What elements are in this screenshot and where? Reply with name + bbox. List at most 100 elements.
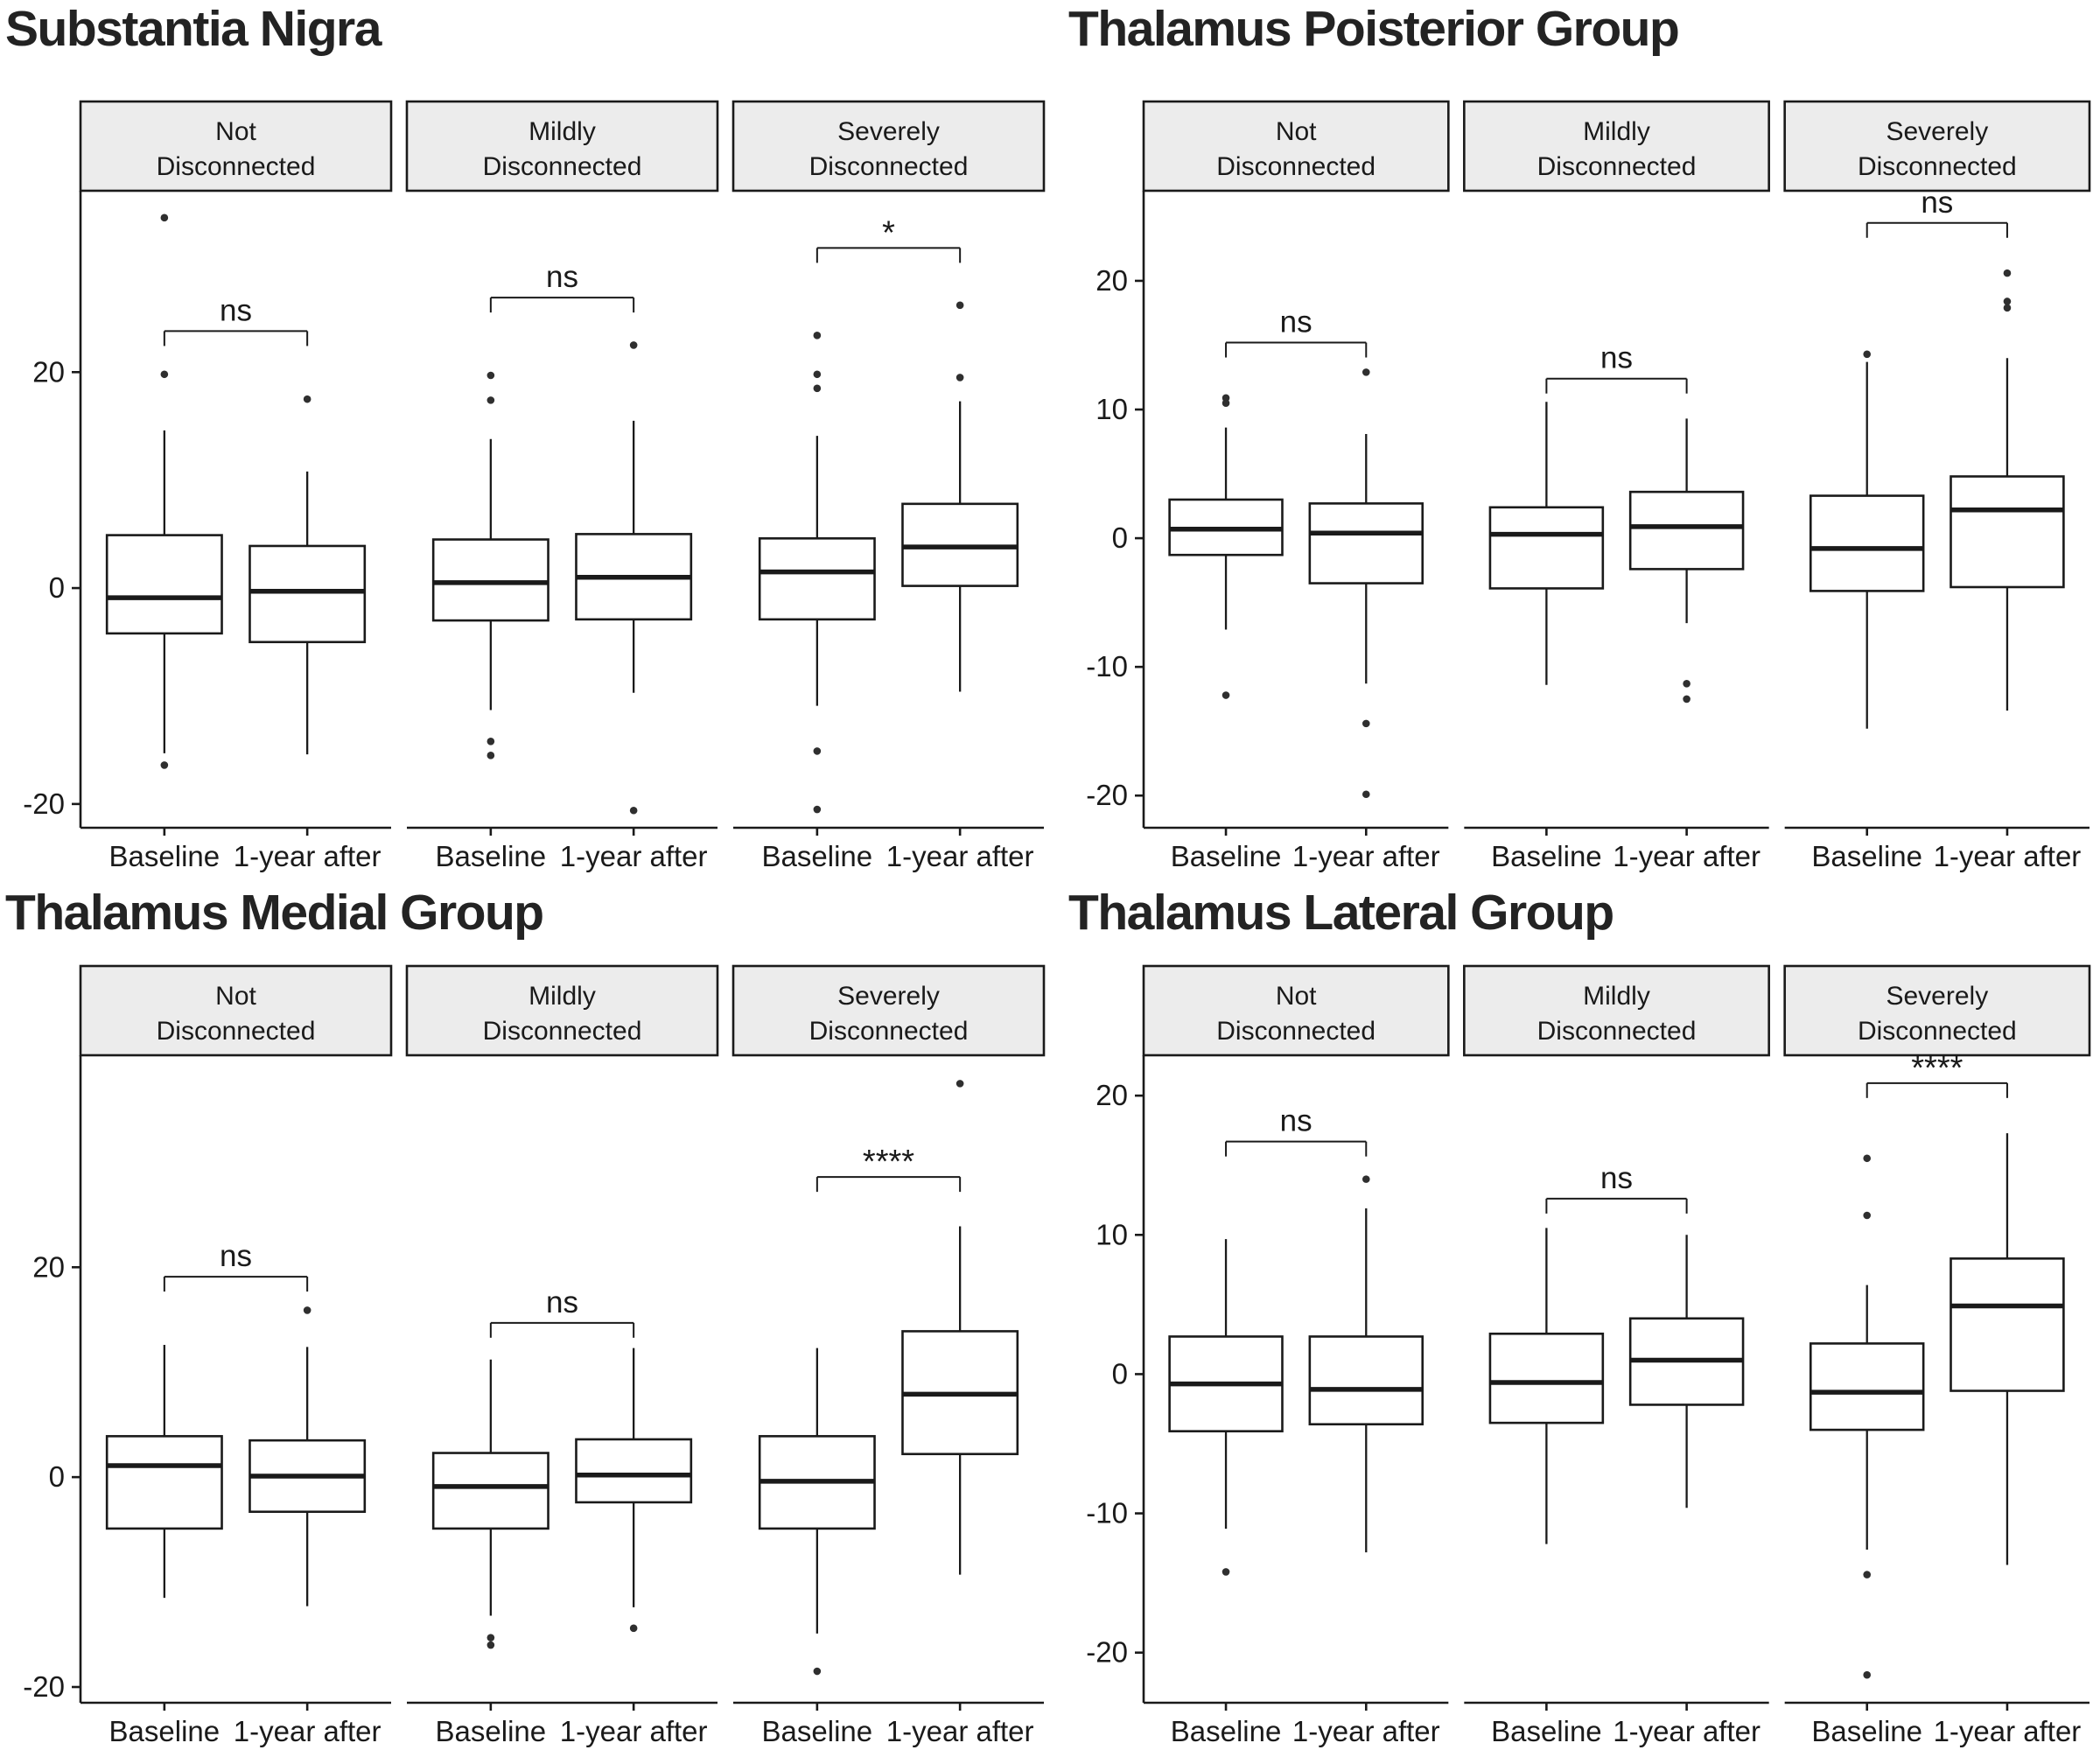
page-title: Substantia Nigra (5, 1, 382, 57)
outlier-point (1362, 790, 1370, 799)
y-tick-label: -20 (23, 1670, 65, 1703)
facet-strip (405, 964, 719, 1057)
significance-bracket: ns (1866, 186, 2008, 238)
boxplot-box (1488, 506, 1605, 590)
boxplot-box (1308, 1335, 1424, 1426)
outlier-point (486, 1634, 495, 1642)
boxplot-box (575, 1438, 693, 1504)
outlier-point (956, 1080, 964, 1088)
significance-label: ns (1600, 1161, 1633, 1195)
panel-substantia-nigra: Substantia Nigra 20 0 -20 Not Disconnected Ba… (0, 0, 1054, 884)
x-category-label: Baseline (1811, 840, 1922, 872)
y-tick-label: -10 (1086, 650, 1128, 682)
x-category-label: Baseline (1171, 1715, 1282, 1747)
facet-strip-label: Mildly (528, 982, 596, 1011)
facet-strip-label: Disconnected (1537, 152, 1697, 181)
outlier-point (1863, 350, 1872, 359)
page-title: Thalamus Lateral Group (1068, 885, 1614, 941)
facet-strip-label: Severely (1886, 117, 1988, 146)
facet-strip (1463, 100, 1770, 192)
outlier-point (2003, 298, 2012, 305)
y-tick-label: 0 (49, 1460, 65, 1493)
boxplot-box (1809, 1342, 1925, 1432)
outlier-point (629, 1624, 638, 1633)
facet-strip-label: Severely (1886, 982, 1988, 1011)
significance-bracket: ns (1545, 341, 1688, 394)
facet-strip-label: Mildly (528, 117, 596, 146)
x-category-label: 1-year after (1292, 1715, 1440, 1747)
x-category-label: Baseline (762, 840, 873, 872)
facet-strip-label: Disconnected (483, 152, 642, 181)
facet-strip (1142, 100, 1450, 192)
significance-label: ns (546, 260, 578, 294)
boxplot-box (1628, 490, 1745, 570)
outlier-point (956, 374, 964, 382)
facet-strip-label: Disconnected (809, 1017, 969, 1046)
x-category-label: Baseline (1491, 1715, 1602, 1747)
boxplot-box (248, 544, 367, 644)
significance-bracket: * (816, 214, 962, 263)
facet-strip-label: Disconnected (1858, 152, 2017, 181)
x-category-label: 1-year after (234, 1715, 382, 1747)
significance-bracket: ns (1545, 1161, 1688, 1214)
boxplot-box (1950, 1257, 2065, 1392)
outlier-point (1362, 368, 1370, 376)
facet-strip (79, 964, 393, 1057)
outlier-point (303, 395, 312, 403)
x-category-label: Baseline (1811, 1715, 1922, 1747)
facet-strip (1142, 964, 1450, 1057)
facet-strip-label: Mildly (1583, 117, 1650, 146)
significance-label: ns (546, 1285, 578, 1320)
facet-strip (732, 100, 1046, 192)
boxplot-box (1950, 475, 2065, 589)
significance-label: ns (1600, 341, 1633, 375)
y-tick-label: -20 (1086, 779, 1128, 811)
significance-label: ns (1280, 305, 1312, 340)
outlier-point (486, 371, 495, 380)
facet-strip-label: Disconnected (809, 152, 969, 181)
x-category-label: Baseline (436, 840, 547, 872)
outlier-point (813, 370, 822, 379)
x-category-label: Baseline (762, 1715, 873, 1747)
panel-thalamus-lateral: Thalamus Lateral Group 20 10 0 -10 -20 Not Dis… (1063, 884, 2100, 1750)
facet-strip-label: Disconnected (157, 1017, 316, 1046)
outlier-point (2003, 304, 2012, 312)
outlier-point (303, 1306, 312, 1314)
outlier-point (1863, 1211, 1872, 1220)
x-category-label: Baseline (1491, 840, 1602, 872)
outlier-point (1863, 1571, 1872, 1578)
significance-label: * (882, 214, 895, 251)
thalamus-medial-boxplot-svg: 20 0 -20 Not Disconnected Baseline 1-year afte… (23, 964, 1046, 1747)
thalamus-lateral-boxplot-svg: 20 10 0 -10 -20 Not Disconnected Baseline 1-year… (1086, 964, 2091, 1747)
x-category-label: Baseline (109, 840, 220, 872)
panel-thalamus-medial: Thalamus Medial Group 20 0 -20 Not Disconnec… (0, 884, 1054, 1750)
facet-strip-label: Severely (837, 117, 940, 146)
outlier-point (1863, 1670, 1872, 1679)
facet-strip (79, 100, 393, 192)
outlier-point (1683, 695, 1690, 704)
boxplot-box (1809, 494, 1925, 592)
facet-strip (1783, 964, 2091, 1057)
facet-strip-label: Disconnected (157, 152, 316, 181)
x-category-label: 1-year after (1613, 1715, 1760, 1747)
significance-bracket: **** (816, 1144, 962, 1193)
x-category-label: 1-year after (234, 840, 382, 872)
outlier-point (486, 752, 495, 760)
facet-strip-label: Not (215, 117, 256, 146)
x-category-label: Baseline (1171, 840, 1282, 872)
facet-strip (1463, 964, 1770, 1057)
outlier-point (486, 396, 495, 404)
significance-label: **** (863, 1144, 914, 1180)
significance-bracket: ns (163, 1239, 309, 1292)
significance-bracket: ns (1225, 305, 1368, 358)
panel-thalamus-posterior: Thalamus Poisterior Group 20 10 0 -10 -20 Not… (1063, 0, 2100, 884)
x-category-label: 1-year after (886, 1715, 1034, 1747)
facet-strip-label: Mildly (1583, 982, 1650, 1011)
facet-strip-label: Disconnected (1216, 152, 1376, 181)
outlier-point (1683, 679, 1690, 688)
significance-label: ns (220, 293, 252, 327)
significance-bracket: ns (163, 293, 309, 346)
outlier-point (486, 737, 495, 746)
y-tick-label: 10 (1096, 393, 1128, 425)
outlier-point (813, 384, 822, 393)
